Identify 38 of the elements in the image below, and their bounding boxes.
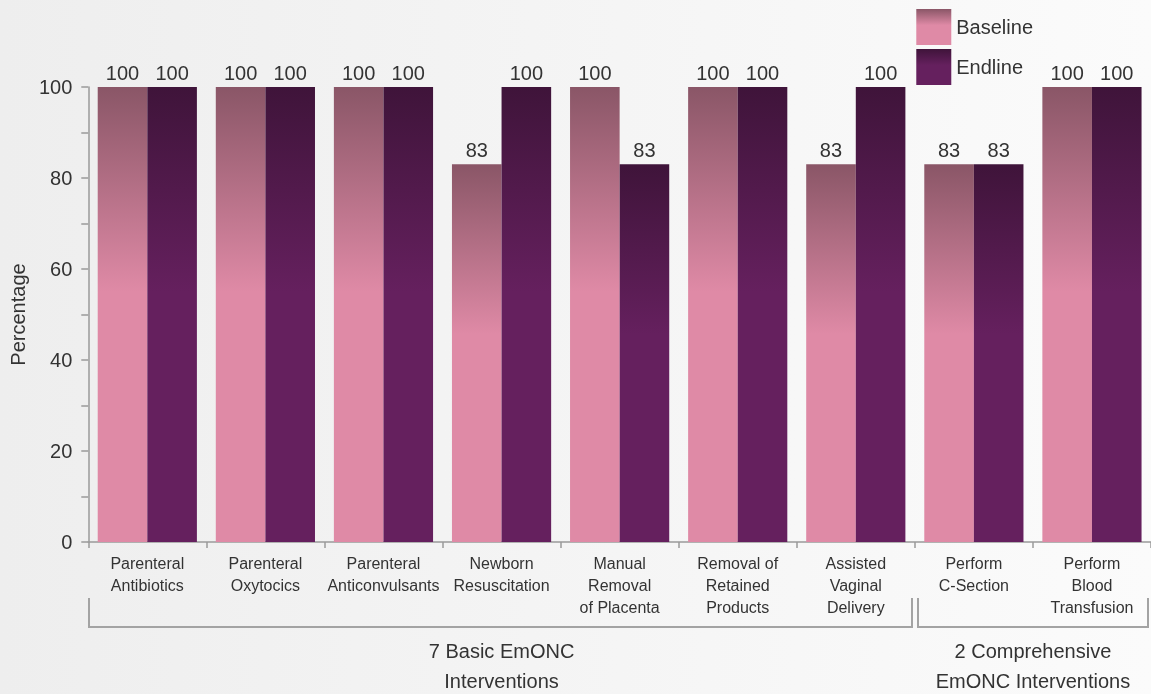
- data-label: 100: [1050, 62, 1084, 84]
- data-label: 100: [509, 62, 544, 84]
- legend-label: Endline: [956, 56, 1023, 78]
- data-label: 100: [745, 62, 780, 84]
- legend-label: Baseline: [956, 16, 1033, 38]
- data-label: 83: [987, 139, 1010, 162]
- data-label: 100: [578, 62, 612, 84]
- y-tick-label: 100: [38, 76, 73, 98]
- x-tick-label: Parenteral Anticonvulsants: [327, 554, 440, 594]
- x-tick-label: Parenteral Antibiotics: [110, 554, 185, 594]
- data-label: 100: [105, 62, 140, 84]
- data-label: 83: [819, 139, 843, 162]
- y-tick-label: 20: [50, 440, 73, 462]
- x-tick-label: Perform C-Section: [938, 554, 1009, 594]
- data-label: 100: [223, 62, 258, 84]
- data-label: 100: [863, 62, 898, 84]
- data-label: 100: [155, 62, 189, 84]
- y-tick-label: 80: [50, 167, 73, 189]
- data-label: 100: [1100, 62, 1134, 84]
- text: 2 Comprehensive EmONC Interventions: [935, 639, 1131, 694]
- text: 7 Basic EmONC Interventions: [428, 639, 575, 694]
- y-tick-label: 40: [50, 349, 73, 371]
- data-label: 100: [341, 62, 376, 84]
- data-label: 83: [937, 139, 961, 162]
- x-tick-label: Assisted Vaginal Delivery: [825, 554, 887, 616]
- y-axis-title: Percentage: [7, 263, 29, 366]
- data-label: 100: [391, 62, 425, 84]
- x-tick-label: Newborn Resuscitation: [453, 554, 550, 594]
- x-tick-label: Perform Blood Transfusion: [1050, 554, 1134, 616]
- x-tick-label: Manual Removal of Placenta: [579, 554, 660, 616]
- y-tick-label: 60: [50, 258, 73, 280]
- x-tick-label: Removal of Retained Products: [697, 554, 779, 616]
- data-label: 100: [273, 62, 307, 84]
- x-tick-label: Parenteral Oxytocics: [228, 554, 303, 594]
- data-label: 83: [633, 139, 656, 162]
- data-label: 100: [696, 62, 730, 84]
- y-tick-label: 0: [61, 531, 73, 553]
- data-label: 83: [465, 139, 488, 162]
